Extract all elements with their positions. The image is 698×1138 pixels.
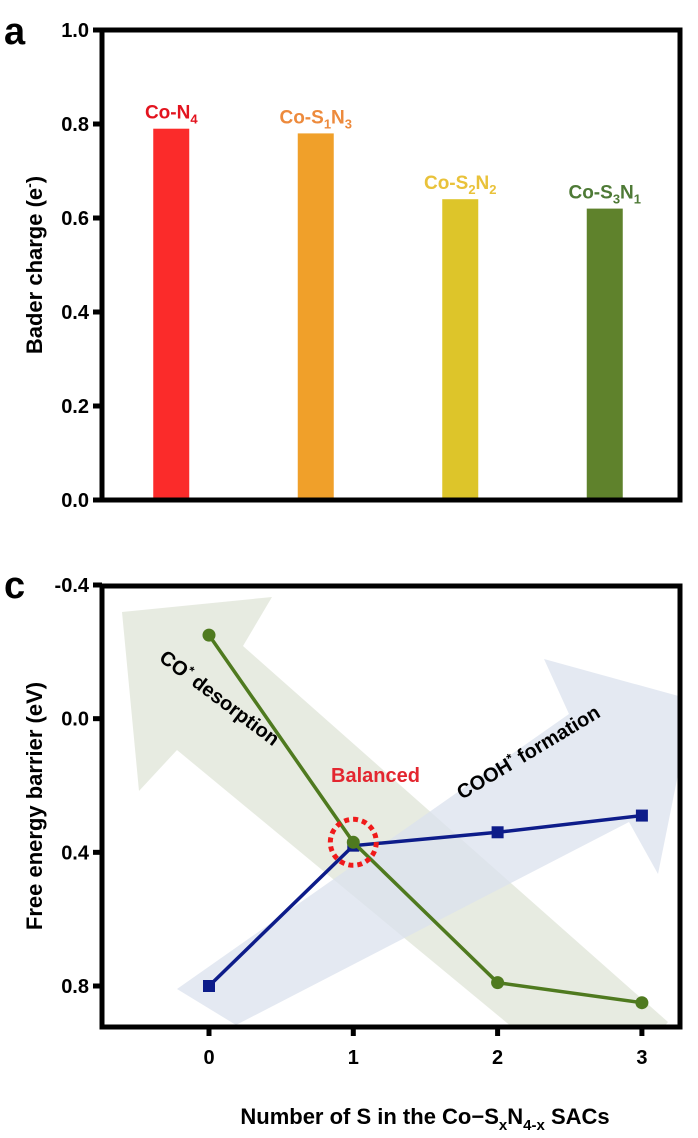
- panel-a-y-ticks: 0.0 0.2 0.4 0.6 0.8 1.0: [61, 20, 102, 512]
- y-tick-label: 0.0: [61, 709, 89, 731]
- data-point: [202, 628, 216, 642]
- panel-c-y-ticks: -0.4 0.0 0.4 0.8: [55, 575, 102, 998]
- bar-labels-group: Co-N4 Co-S1N3 Co-S2N2 Co-S3N1: [145, 103, 641, 207]
- y-tick-label: 0.6: [61, 208, 89, 230]
- bar-co-s2n2: [442, 199, 479, 500]
- panel-c-line-chart: c CO* desorption COOH* formation Balance…: [4, 565, 683, 1134]
- bar-label-co-s3n1: Co-S3N1: [568, 183, 641, 207]
- panel-c-series: [202, 628, 649, 1010]
- panel-a-frame: [99, 27, 683, 503]
- bar-co-s1n3: [297, 133, 334, 500]
- balanced-circle-marker: [327, 816, 379, 868]
- y-tick-label: 0.0: [61, 490, 89, 512]
- data-point: [491, 826, 504, 839]
- x-tick-label: 1: [348, 1047, 359, 1069]
- bar-co-n4: [153, 128, 190, 500]
- data-point: [635, 996, 649, 1010]
- x-tick-label: 2: [492, 1047, 503, 1069]
- balanced-label: Balanced: [331, 765, 420, 787]
- series-co-desorption: [202, 628, 649, 1010]
- bar-label-co-n4: Co-N4: [145, 103, 198, 127]
- panel-c-x-axis-title: Number of S in the Co−SxN4-x SACs: [240, 1104, 609, 1134]
- panel-a-letter: a: [4, 11, 26, 53]
- series-line: [207, 634, 643, 1005]
- y-tick-label: 0.8: [61, 976, 89, 998]
- panel-a-y-axis-title: Bader charge (e-): [21, 176, 47, 354]
- y-tick-label: 1.0: [61, 20, 89, 42]
- panel-c-y-axis-title: Free energy barrier (eV): [22, 682, 47, 930]
- bar-label-co-s1n3: Co-S1N3: [279, 107, 352, 131]
- panel-c-x-ticks: 0 1 2 3: [203, 1027, 647, 1069]
- y-tick-label: 0.2: [61, 396, 89, 418]
- x-tick-label: 0: [203, 1047, 214, 1069]
- bars-group: [153, 128, 623, 500]
- y-tick-label: -0.4: [55, 575, 90, 597]
- y-tick-label: 0.4: [61, 842, 90, 864]
- data-point: [203, 980, 215, 992]
- data-point: [346, 835, 360, 849]
- arrow-backgrounds: [122, 597, 678, 1025]
- x-tick-label: 3: [636, 1047, 647, 1069]
- y-tick-label: 0.4: [61, 302, 90, 324]
- series-line: [207, 813, 643, 988]
- panel-c-frame: [99, 583, 683, 1030]
- cooh-formation-arrow-shape: [177, 659, 678, 1025]
- bar-label-co-s2n2: Co-S2N2: [424, 173, 497, 197]
- series-cooh-formation: [203, 809, 648, 992]
- data-point: [635, 809, 648, 822]
- bar-co-s3n1: [586, 208, 623, 500]
- panel-c-letter: c: [4, 565, 25, 607]
- y-tick-label: 0.8: [61, 114, 89, 136]
- data-point: [491, 976, 505, 990]
